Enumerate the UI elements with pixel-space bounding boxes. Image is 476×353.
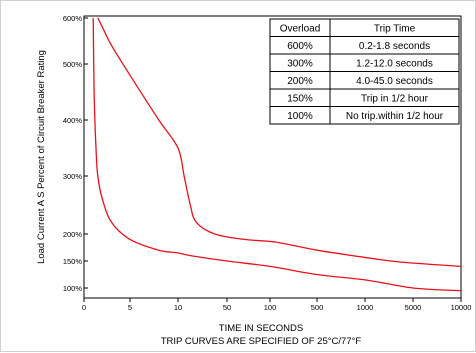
y-tick-label: 200% xyxy=(63,230,83,239)
chart-caption: TRIP CURVES ARE SPECIFIED OF 25°C/77°F xyxy=(161,336,362,347)
table-cell-trip-time: 0.2-1.8 seconds xyxy=(359,41,430,52)
y-tick-label: 100% xyxy=(63,284,83,293)
table-cell-overload: 150% xyxy=(287,94,313,105)
x-tick-label: 10000 xyxy=(451,303,472,312)
x-tick-label: 100 xyxy=(264,303,277,312)
table-cell-trip-time: Trip in 1/2 hour xyxy=(361,94,429,105)
x-tick-label: 0 xyxy=(82,303,86,312)
y-axis-ticks: 600% 500% 400% 300% 200% 150% 100% xyxy=(63,14,88,293)
x-axis-ticks: 0 5 10 50 100 500 1000 5000 10000 xyxy=(82,298,472,312)
table-cell-overload: 300% xyxy=(287,59,313,70)
trip-curves xyxy=(92,17,462,292)
table-cell-overload: 200% xyxy=(287,76,313,87)
trip-curve-line xyxy=(97,17,462,268)
trip-time-table: Overload Trip Time 600% 0.2-1.8 seconds 300%… xyxy=(269,18,460,125)
y-tick-label: 600% xyxy=(63,14,83,23)
table-cell-trip-time: 4.0-45.0 seconds xyxy=(356,76,433,87)
x-tick-label: 5000 xyxy=(405,303,422,312)
y-axis-label: Load Current A S Percent of Circuit Brea… xyxy=(36,50,47,264)
table-header-overload: Overload xyxy=(280,24,321,35)
table-cell-trip-time: No trip.within 1/2 hour xyxy=(346,111,444,122)
x-axis-label: TIME IN SECONDS xyxy=(219,323,303,334)
trip-curve-line xyxy=(92,17,462,292)
table-cell-overload: 600% xyxy=(287,41,313,52)
y-tick-label: 300% xyxy=(63,172,83,181)
x-tick-label: 50 xyxy=(223,303,231,312)
x-tick-label: 1000 xyxy=(357,303,374,312)
x-tick-label: 10 xyxy=(174,303,182,312)
table-header-trip-time: Trip Time xyxy=(374,24,416,35)
y-tick-label: 150% xyxy=(63,257,83,266)
table-cell-trip-time: 1.2-12.0 seconds xyxy=(356,59,433,70)
y-tick-label: 400% xyxy=(63,116,83,125)
x-tick-label: 5 xyxy=(128,303,132,312)
y-tick-label: 500% xyxy=(63,60,83,69)
table-cell-overload: 100% xyxy=(287,111,313,122)
x-tick-label: 500 xyxy=(311,303,324,312)
